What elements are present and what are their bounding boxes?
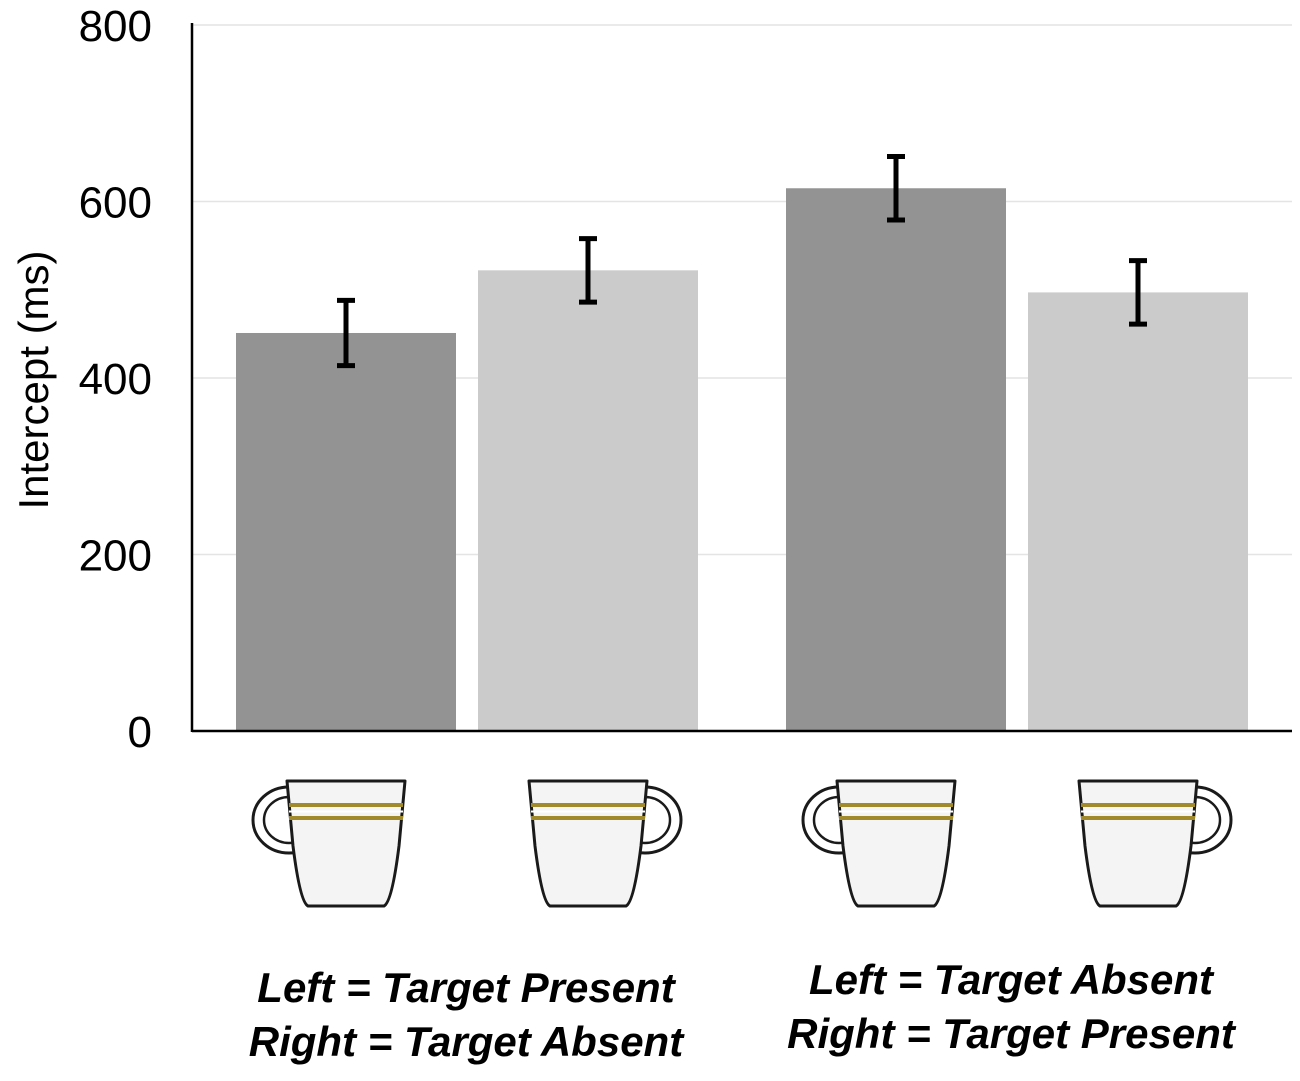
group-captions: Left = Target Present Right = Target Abse… [249,956,1237,1065]
y-tick-label: 400 [79,355,152,404]
group-caption-line: Left = Target Absent [809,956,1215,1003]
y-axis-label: Intercept (ms) [10,250,57,509]
cup-icons [251,779,1233,908]
bar [786,188,1006,731]
bar [236,332,456,731]
y-tick-label: 200 [79,532,152,581]
y-tick-label: 800 [79,2,152,51]
bar [1028,292,1248,731]
error-bar [1129,258,1147,327]
error-bar [337,297,355,369]
error-bar [579,236,597,305]
y-tick-label: 0 [128,708,152,757]
y-tick-label: 600 [79,179,152,228]
cup-icon [801,779,957,908]
cup-icon [251,779,407,908]
axes [190,23,1292,733]
cup-icon [1077,779,1233,908]
error-bars [337,153,1147,369]
y-tick-labels: 0 200 400 600 800 [79,2,152,757]
bar [478,270,698,731]
error-bar [887,153,905,223]
bars [236,188,1248,731]
cup-icon [527,779,683,908]
group-caption-line: Left = Target Present [257,964,676,1011]
group-caption-line: Right = Target Present [787,1010,1237,1057]
group-caption-line: Right = Target Absent [249,1018,685,1065]
